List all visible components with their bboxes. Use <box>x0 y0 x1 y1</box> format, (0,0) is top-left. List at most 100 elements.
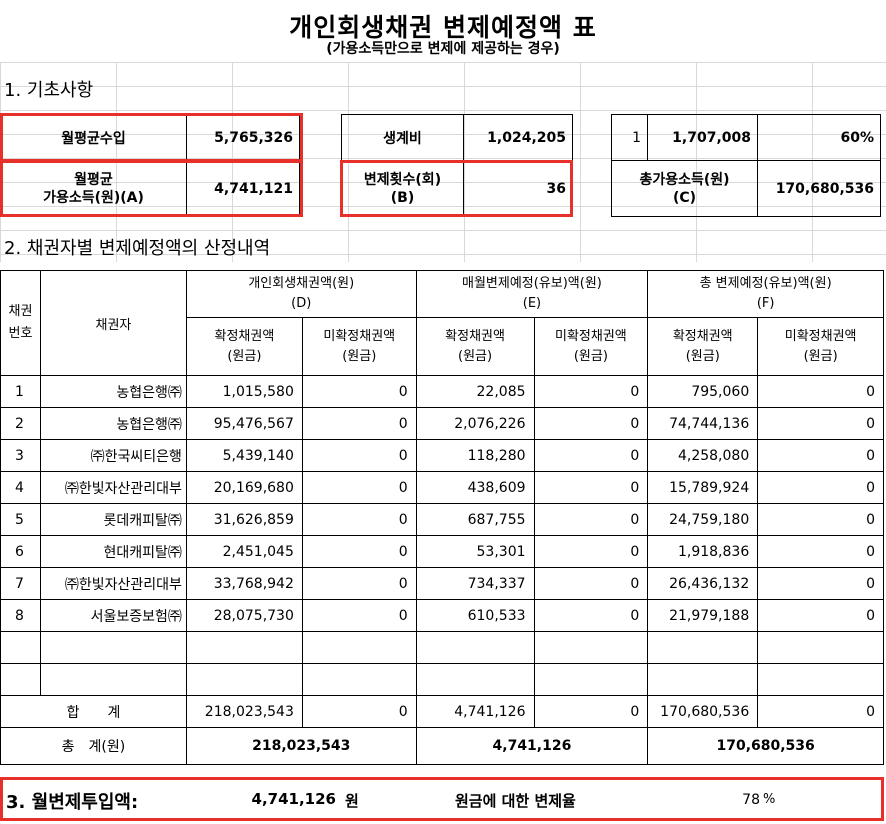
row-e-unconfirmed: 0 <box>533 407 649 440</box>
row-f-confirmed: 21,979,188 <box>647 599 759 632</box>
row-creditor: ㈜한빛자산관리대부 <box>39 471 187 504</box>
row-f-confirmed: 4,258,080 <box>647 439 759 472</box>
row-no: 2 <box>0 407 41 440</box>
row-e-unconfirmed: 0 <box>533 599 649 632</box>
row-d-unconfirmed: 0 <box>301 471 417 504</box>
monthly-income-label: 월평균수입 <box>0 114 187 161</box>
row-creditor: ㈜한국씨티은행 <box>39 439 187 472</box>
payments-label-sub: (B) <box>390 189 415 206</box>
ratio-amount: 1,707,008 <box>647 114 758 161</box>
confirmed-header-f: 확정채권액 (원금) <box>647 317 759 376</box>
row-f-unconfirmed: 0 <box>757 567 884 600</box>
row-d-unconfirmed: 0 <box>301 439 417 472</box>
table-row: 5 롯데캐피탈㈜ 31,626,859 0 687,755 0 24,759,180 0 <box>0 503 884 536</box>
total-d: 218,023,543 <box>185 727 417 765</box>
row-f-confirmed: 795,060 <box>647 375 759 408</box>
row-f-unconfirmed: 0 <box>757 375 884 408</box>
confirmed-header-e: 확정채권액 (원금) <box>415 317 535 376</box>
creditor-table: 채권 번호 채권자 개인회생채권액(원) (D) 매월변제예정(유보)액(원) … <box>0 270 884 765</box>
payments-box: 생계비 1,024,205 변제횟수(회) (B) 36 <box>341 114 573 217</box>
row-creditor: ㈜한빛자산관리대부 <box>39 567 187 600</box>
monthly-payment-value: 4,741,126 <box>251 790 336 808</box>
row-e-unconfirmed: 0 <box>533 471 649 504</box>
row-e-unconfirmed: 0 <box>533 375 649 408</box>
subtotal-e2: 0 <box>533 695 649 728</box>
row-d-unconfirmed: 0 <box>301 567 417 600</box>
row-e-unconfirmed: 0 <box>533 535 649 568</box>
row-no: 5 <box>0 503 41 536</box>
total-avail-box: 1 1,707,008 60% 총가용소득(원) (C) 170,680,536 <box>611 114 881 217</box>
income-box: 월평균수입 5,765,326 월평균 가용소득(원)(A) 4,741,121 <box>0 114 300 217</box>
living-cost-value: 1,024,205 <box>463 114 573 161</box>
row-no: 1 <box>0 375 41 408</box>
section-basic-heading: 1. 기초사항 <box>4 80 94 101</box>
avail-income-label-sub: 가용소득(원)(A) <box>43 189 144 206</box>
row-d-confirmed: 33,768,942 <box>185 567 303 600</box>
monthly-payment-unit: 원 <box>345 792 359 810</box>
section-monthly-heading: 3. 월변제투입액: <box>6 792 139 813</box>
row-no: 3 <box>0 439 41 472</box>
subtotal-e1: 4,741,126 <box>415 695 535 728</box>
row-f-confirmed: 1,918,836 <box>647 535 759 568</box>
unconfirmed-header-e: 미확정채권액 (원금) <box>533 317 649 376</box>
page-title: 개인회생채권 변제예정액 표 <box>289 13 597 42</box>
row-d-confirmed: 1,015,580 <box>185 375 303 408</box>
row-d-unconfirmed: 0 <box>301 599 417 632</box>
row-f-unconfirmed: 0 <box>757 503 884 536</box>
repay-rate-label: 원금에 대한 변제율 <box>455 792 576 810</box>
row-no: 6 <box>0 535 41 568</box>
total-avail-label: 총가용소득(원) <box>639 171 730 188</box>
col-no-label: 채권 <box>8 304 33 319</box>
unconfirmed-header-f: 미확정채권액 (원금) <box>757 317 884 376</box>
group-f-label: 총 변제예정(유보)액(원) <box>699 276 832 291</box>
subtotal-d1: 218,023,543 <box>185 695 303 728</box>
row-f-unconfirmed: 0 <box>757 407 884 440</box>
row-d-confirmed: 20,169,680 <box>185 471 303 504</box>
row-d-unconfirmed: 0 <box>301 375 417 408</box>
group-d-header: 개인회생채권액(원) (D) <box>185 270 417 318</box>
row-d-unconfirmed: 0 <box>301 407 417 440</box>
row-creditor: 롯데캐피탈㈜ <box>39 503 187 536</box>
group-e-label-sub: (E) <box>522 296 542 311</box>
group-f-label-sub: (F) <box>756 296 775 311</box>
group-d-label: 개인회생채권액(원) <box>248 276 355 291</box>
table-row: 7 ㈜한빛자산관리대부 33,768,942 0 734,337 0 26,436,132 0 <box>0 567 884 600</box>
row-creditor: 농협은행㈜ <box>39 407 187 440</box>
row-f-unconfirmed: 0 <box>757 471 884 504</box>
payments-value: 36 <box>463 160 573 217</box>
row-e-unconfirmed: 0 <box>533 567 649 600</box>
table-row: 1 농협은행㈜ 1,015,580 0 22,085 0 795,060 0 <box>0 375 884 408</box>
page-subtitle: (가용소득만으로 변제에 제공하는 경우) <box>326 41 560 57</box>
total-avail-label-sub: (C) <box>672 189 697 206</box>
repay-rate-value: 78 <box>742 792 760 808</box>
row-no: 4 <box>0 471 41 504</box>
row-f-confirmed: 26,436,132 <box>647 567 759 600</box>
total-label: 총 계(원) <box>0 727 187 765</box>
row-e-confirmed: 610,533 <box>415 599 535 632</box>
row-d-confirmed: 31,626,859 <box>185 503 303 536</box>
living-cost-label: 생계비 <box>341 114 464 161</box>
subtotal-label: 합 계 <box>0 695 187 728</box>
row-e-confirmed: 734,337 <box>415 567 535 600</box>
empty-row <box>0 663 884 696</box>
row-d-confirmed: 2,451,045 <box>185 535 303 568</box>
row-e-confirmed: 22,085 <box>415 375 535 408</box>
row-e-unconfirmed: 0 <box>533 439 649 472</box>
group-e-header: 매월변제예정(유보)액(원) (E) <box>415 270 649 318</box>
total-row: 총 계(원) 218,023,543 4,741,126 170,680,536 <box>0 727 884 765</box>
avail-income-label: 월평균 <box>74 171 113 188</box>
monthly-payment-box <box>0 777 884 821</box>
row-f-confirmed: 24,759,180 <box>647 503 759 536</box>
ratio-index: 1 <box>611 114 648 161</box>
section-creditors-heading: 2. 채권자별 변제예정액의 산정내역 <box>4 238 271 259</box>
confirmed-header-d: 확정채권액 (원금) <box>185 317 303 376</box>
total-avail-value: 170,680,536 <box>757 160 881 217</box>
group-f-header: 총 변제예정(유보)액(원) (F) <box>647 270 884 318</box>
total-e: 4,741,126 <box>415 727 649 765</box>
col-creditor-header: 채권자 <box>39 270 187 376</box>
row-no: 8 <box>0 599 41 632</box>
repay-rate-unit: % <box>763 792 776 807</box>
row-d-confirmed: 28,075,730 <box>185 599 303 632</box>
table-row: 2 농협은행㈜ 95,476,567 0 2,076,226 0 74,744,136 0 <box>0 407 884 440</box>
row-no: 7 <box>0 567 41 600</box>
